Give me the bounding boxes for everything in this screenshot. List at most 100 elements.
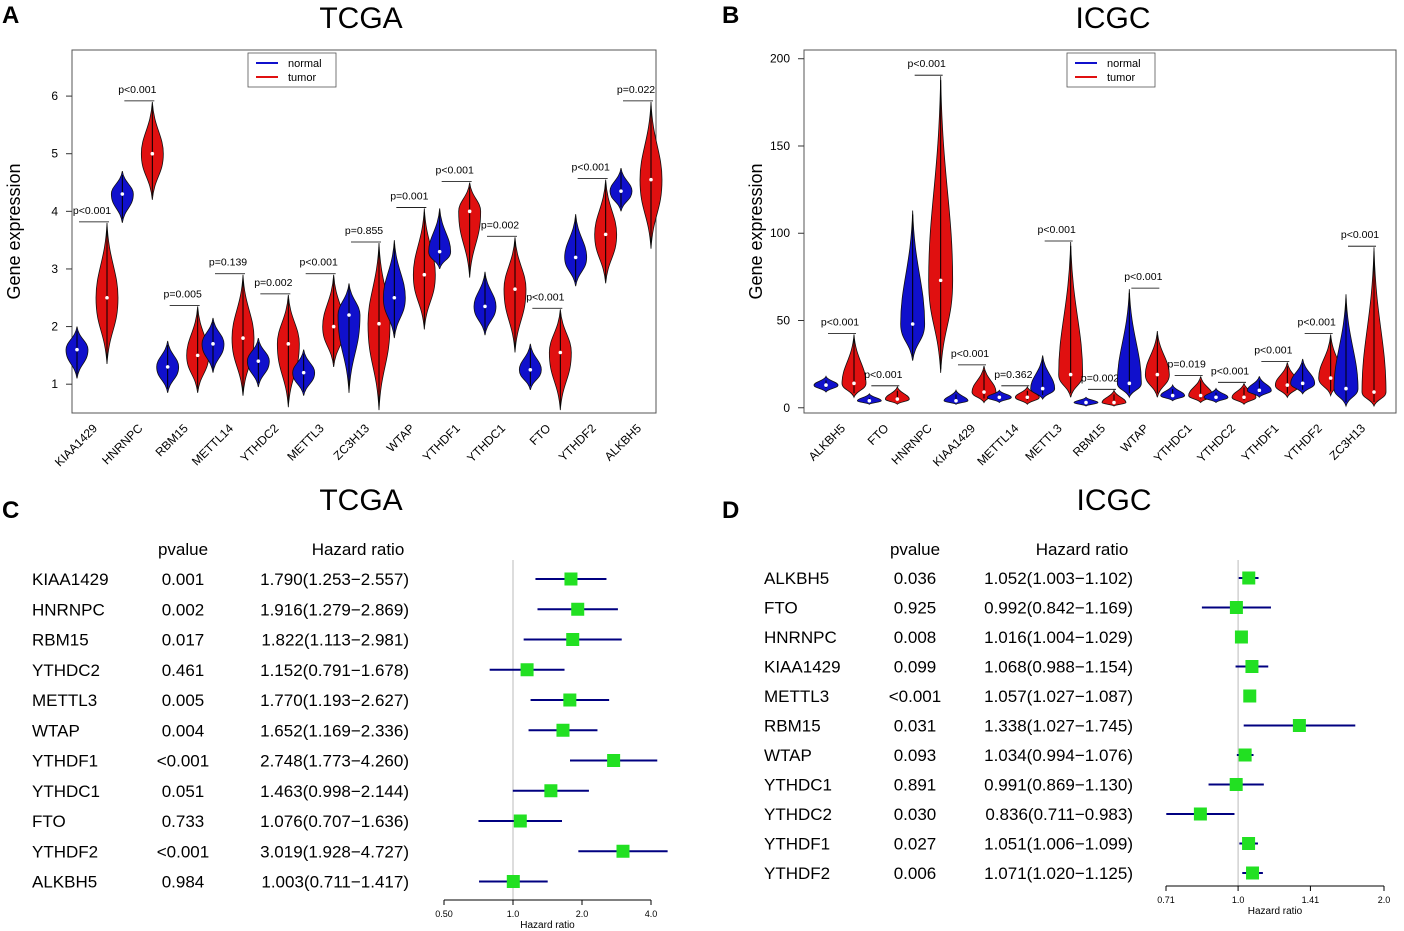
hazard-ratio-marker [1242, 837, 1256, 850]
pvalue-cell: 0.925 [894, 599, 937, 618]
category-label: WTAP [1118, 421, 1152, 455]
gene-label: YTHDC1 [764, 776, 832, 795]
hazard-ratio-marker [1246, 866, 1260, 880]
category-label: YTHDC2 [1194, 421, 1238, 465]
violin-chart-tcga: 1 2 3 4 5 6 Gene expression p<0.001 KIAA1429 p<0.… [4, 49, 663, 469]
pvalue-cell: <0.001 [889, 687, 941, 706]
x-tick-label: 4.0 [645, 909, 658, 919]
violin-normal-median [619, 189, 623, 193]
legend-normal-label: normal [288, 58, 322, 70]
hazard-ratio-cell: 1.770(1.193−2.627) [260, 691, 409, 710]
violin-tumor-median [1155, 372, 1160, 377]
panel-letter-b: B [722, 2, 740, 29]
pvalue-label: p=0.001 [390, 190, 428, 202]
hazard-ratio-marker [556, 723, 570, 737]
pvalue-label: p<0.001 [526, 291, 564, 303]
violin-normal-median [997, 395, 1002, 400]
violin-tumor-median [603, 232, 608, 237]
gene-label: YTHDF2 [764, 864, 830, 883]
category-label: ZC3H13 [331, 421, 373, 463]
violin-normal-median [165, 365, 170, 369]
hazard-ratio-cell: 1.338(1.027−1.745) [984, 717, 1133, 736]
column-header-hazard-ratio: Hazard ratio [312, 540, 405, 559]
category-label: METTL14 [974, 421, 1021, 468]
pvalue-cell: 0.461 [162, 661, 205, 680]
hazard-ratio-marker [506, 875, 520, 888]
gene-label: FTO [764, 599, 798, 618]
panel-title-b: ICGC [1075, 2, 1151, 35]
pvalue-cell: 0.030 [894, 805, 937, 824]
violin-tumor-median [422, 272, 427, 277]
violin-normal-median [1300, 381, 1305, 386]
x-tick-label: 2.0 [576, 909, 589, 919]
gene-label: YTHDC2 [32, 661, 100, 680]
violin-normal-median [1170, 393, 1175, 398]
pvalue-cell: 0.051 [162, 782, 205, 801]
hazard-ratio-marker [1242, 571, 1256, 585]
violin-tumor-median [331, 324, 336, 329]
gene-label: YTHDF1 [764, 835, 830, 854]
category-label: ALKBH5 [806, 421, 849, 464]
pvalue-cell: 0.006 [894, 864, 937, 883]
hazard-ratio-marker [616, 844, 630, 858]
gene-label: WTAP [764, 746, 812, 765]
violin-normal-median [954, 398, 958, 403]
category-label: ZC3H13 [1327, 421, 1369, 463]
violin-normal-median [573, 255, 578, 260]
pvalue-label: p<0.001 [1341, 229, 1379, 241]
category-label: METTL3 [284, 421, 327, 464]
panel-letter-c: C [2, 497, 20, 524]
pvalue-cell: 0.984 [162, 873, 205, 892]
violin-normal-median [211, 342, 215, 346]
hazard-ratio-marker [1229, 601, 1243, 614]
category-label: RBM15 [1070, 421, 1108, 459]
y-tick-label: 6 [51, 89, 58, 103]
violin-tumor-median [241, 336, 245, 340]
y-tick-label: 200 [770, 52, 790, 66]
violin-normal-median [75, 347, 79, 352]
forest-plot-icgc: pvalue Hazard ratio ALKBH5 0.036 1.052(1.003… [764, 540, 1391, 917]
pvalue-label: p<0.001 [436, 165, 474, 177]
pvalue-cell: 0.004 [162, 721, 205, 740]
violin-normal-median [1084, 400, 1088, 405]
category-label: KIAA1429 [930, 421, 978, 469]
y-tick-label: 5 [51, 147, 58, 161]
pvalue-label: p<0.001 [300, 257, 338, 269]
pvalue-cell: 0.027 [894, 835, 937, 854]
violin-normal-median [910, 322, 915, 326]
pvalue-label: p=0.002 [481, 219, 519, 231]
violin-normal-median [483, 304, 487, 309]
x-tick-label: 2.0 [1378, 895, 1391, 905]
hazard-ratio-cell: 0.836(0.711−0.983) [985, 805, 1133, 824]
pvalue-label: p=0.362 [994, 369, 1032, 381]
hazard-ratio-marker [566, 633, 580, 646]
violin-tumor-median [852, 381, 856, 386]
pvalue-cell: 0.005 [162, 691, 205, 710]
hazard-ratio-marker [1238, 748, 1252, 762]
category-label: YTHDC1 [1151, 421, 1195, 465]
gene-label: YTHDF1 [32, 752, 98, 771]
pvalue-label: p<0.001 [864, 369, 902, 381]
x-tick-label: 0.71 [1157, 895, 1175, 905]
violin-normal-median [437, 249, 442, 254]
x-axis-label: Hazard ratio [1248, 906, 1303, 917]
hazard-ratio-cell: 1.071(1.020−1.125) [984, 864, 1133, 883]
hazard-ratio-cell: 1.034(0.994−1.076) [984, 746, 1133, 765]
pvalue-label: p<0.001 [951, 348, 989, 360]
hazard-ratio-marker [520, 663, 534, 677]
hazard-ratio-cell: 1.790(1.253−2.557) [260, 570, 409, 589]
violin-tumor-median [1112, 400, 1116, 405]
y-tick-label: 3 [51, 262, 58, 276]
gene-label: ALKBH5 [32, 873, 97, 892]
panel-letter-d: D [722, 497, 740, 524]
violin-chart-icgc: 0 50 100 150 200 Gene expression p<0.001 ALKBH5… [746, 49, 1397, 469]
hazard-ratio-marker [1292, 719, 1306, 732]
hazard-ratio-cell: 1.076(0.707−1.636) [260, 812, 409, 831]
violin-tumor-median [195, 353, 200, 358]
violin-tumor-median [1068, 372, 1073, 377]
pvalue-label: p=0.005 [164, 288, 202, 300]
pvalue-cell: <0.001 [157, 842, 209, 861]
pvalue-label: p=0.022 [617, 84, 655, 96]
gene-label: YTHDF2 [32, 842, 98, 861]
panel-letter-a: A [2, 2, 20, 29]
